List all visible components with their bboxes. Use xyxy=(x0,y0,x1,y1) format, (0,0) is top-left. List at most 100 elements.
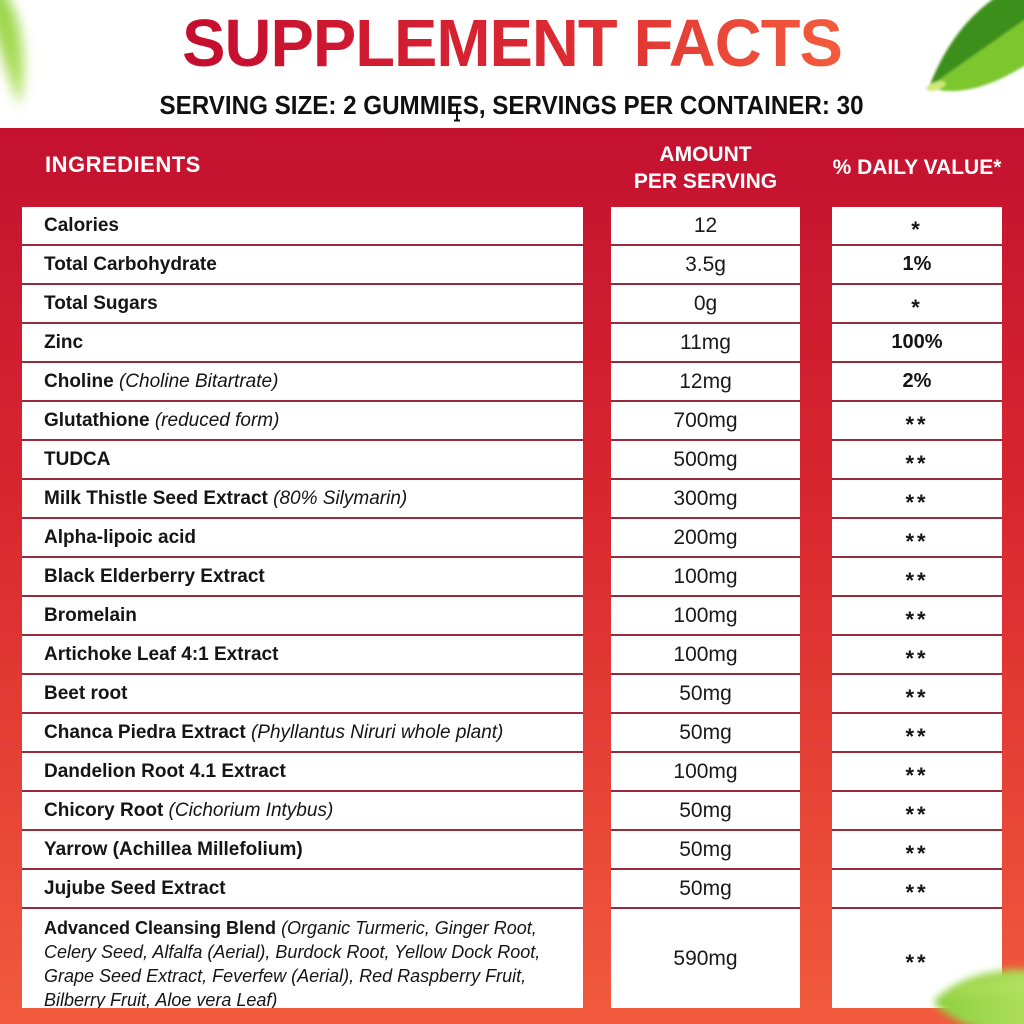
col-header-amount-line1: AMOUNT xyxy=(659,143,752,166)
ingredient-cell: Choline (Choline Bitartrate) xyxy=(22,363,583,402)
col-header-ingredients: INGREDIENTS xyxy=(45,152,201,177)
daily-value-cell: ** xyxy=(832,402,1002,441)
col-header-amount: AMOUNT PER SERVING xyxy=(611,141,800,195)
ingredient-cell: Beet root xyxy=(22,675,583,714)
ingredient-name: Total Sugars xyxy=(44,293,158,314)
amount-cell: 500mg xyxy=(611,441,800,480)
ingredient-name: Jujube Seed Extract xyxy=(44,878,226,899)
ingredient-cell: Chicory Root (Cichorium Intybus) xyxy=(22,792,583,831)
daily-value-cell: ** xyxy=(832,519,1002,558)
daily-value-cell: ** xyxy=(832,558,1002,597)
ingredient-detail: (Cichorium Intybus) xyxy=(163,800,334,821)
amount-cell: 50mg xyxy=(611,792,800,831)
daily-value-text: ** xyxy=(905,528,929,554)
ingredient-cell: Dandelion Root 4.1 Extract xyxy=(22,753,583,792)
ingredient-name: Choline xyxy=(44,371,114,392)
amount-cell: 50mg xyxy=(611,831,800,870)
ingredient-detail: (Organic Turmeric, Ginger Root, Celery S… xyxy=(44,918,541,1008)
ingredient-cell: Bromelain xyxy=(22,597,583,636)
ingredient-name: Glutathione xyxy=(44,410,150,431)
ingredient-cell: TUDCA xyxy=(22,441,583,480)
daily-value-cell: * xyxy=(832,207,1002,246)
amount-cell: 50mg xyxy=(611,675,800,714)
ingredient-detail: (Choline Bitartrate) xyxy=(113,371,279,392)
ingredient-detail: (reduced form) xyxy=(149,410,280,431)
amount-cell: 300mg xyxy=(611,480,800,519)
amount-cell: 0g xyxy=(611,285,800,324)
amount-cell: 100mg xyxy=(611,597,800,636)
daily-value-text: ** xyxy=(905,801,929,827)
ingredient-cell: Black Elderberry Extract xyxy=(22,558,583,597)
label-header: SUPPLEMENT FACTS SERVING SIZE: 2 GUMMIES… xyxy=(0,0,1024,128)
amount-cell: 50mg xyxy=(611,714,800,753)
daily-value-text: 100% xyxy=(891,331,943,353)
daily-value-cell: ** xyxy=(832,870,1002,909)
page-title: SUPPLEMENT FACTS xyxy=(15,4,1008,84)
amount-cell: 100mg xyxy=(611,753,800,792)
amount-cell: 100mg xyxy=(611,558,800,597)
ingredients-column: Calories Total Carbohydrate Total Sugars Zi… xyxy=(22,207,583,1008)
amount-cell: 3.5g xyxy=(611,246,800,285)
ingredient-name: Chicory Root xyxy=(44,800,164,821)
daily-value-text: ** xyxy=(905,567,929,593)
daily-value-cell: ** xyxy=(832,675,1002,714)
daily-value-cell: ** xyxy=(832,714,1002,753)
ingredient-name: Artichoke Leaf 4:1 Extract xyxy=(44,644,279,665)
ingredient-name: Calories xyxy=(44,215,119,236)
daily-value-text: * xyxy=(911,216,923,242)
daily-value-text: ** xyxy=(905,723,929,749)
ingredient-detail: (Phyllantus Niruri whole plant) xyxy=(245,722,504,743)
col-header-amount-line2: PER SERVING xyxy=(633,170,778,193)
ingredient-cell: Alpha-lipoic acid xyxy=(22,519,583,558)
daily-value-cell: ** xyxy=(832,480,1002,519)
daily-value-cell: 2% xyxy=(832,363,1002,402)
text-cursor-icon xyxy=(454,103,460,122)
daily-value-text: ** xyxy=(905,840,929,866)
daily-value-cell: 100% xyxy=(832,324,1002,363)
ingredient-cell: Total Sugars xyxy=(22,285,583,324)
daily-value-text: ** xyxy=(905,489,929,515)
ingredient-name: Zinc xyxy=(44,332,84,353)
daily-value-text: 1% xyxy=(902,253,932,275)
amount-cell: 12 xyxy=(611,207,800,246)
ingredient-cell: Calories xyxy=(22,207,583,246)
daily-value-cell: ** xyxy=(832,831,1002,870)
ingredient-cell: Artichoke Leaf 4:1 Extract xyxy=(22,636,583,675)
ingredient-name: Chanca Piedra Extract xyxy=(44,722,246,743)
ingredient-cell: Jujube Seed Extract xyxy=(22,870,583,909)
daily-value-cell: ** xyxy=(832,636,1002,675)
ingredient-name: Total Carbohydrate xyxy=(44,254,217,275)
amount-cell: 200mg xyxy=(611,519,800,558)
daily-value-text: ** xyxy=(905,645,929,671)
col-header-daily-value: % DAILY VALUE* xyxy=(832,156,1002,179)
daily-value-text: ** xyxy=(905,411,929,437)
ingredient-name: Advanced Cleansing Blend xyxy=(44,918,277,938)
ingredient-cell: Glutathione (reduced form) xyxy=(22,402,583,441)
ingredient-cell: Advanced Cleansing Blend (Organic Turmer… xyxy=(22,909,583,1008)
ingredient-name: TUDCA xyxy=(44,449,111,470)
daily-value-text: ** xyxy=(905,606,929,632)
daily-value-text: 2% xyxy=(902,370,932,392)
amount-cell: 12mg xyxy=(611,363,800,402)
serving-info-text: SERVING SIZE: 2 GUMMIES, SERVINGS PER CO… xyxy=(159,90,865,120)
ingredient-cell: Zinc xyxy=(22,324,583,363)
ingredient-cell: Milk Thistle Seed Extract (80% Silymarin… xyxy=(22,480,583,519)
ingredient-cell: Yarrow (Achillea Millefolium) xyxy=(22,831,583,870)
ingredient-cell: Chanca Piedra Extract (Phyllantus Niruri… xyxy=(22,714,583,753)
serving-info: SERVING SIZE: 2 GUMMIES, SERVINGS PER CO… xyxy=(0,90,1024,121)
daily-value-cell: ** xyxy=(832,909,1002,1008)
ingredient-name: Black Elderberry Extract xyxy=(44,566,265,587)
ingredient-detail: (80% Silymarin) xyxy=(267,488,408,509)
daily-value-cell: ** xyxy=(832,441,1002,480)
daily-value-column: * 1% * 100% 2% ** ** ** ** ** ** ** ** ** ** ** ** ** ** xyxy=(832,207,1002,1008)
ingredient-name: Milk Thistle Seed Extract xyxy=(44,488,268,509)
daily-value-cell: * xyxy=(832,285,1002,324)
ingredient-name: Yarrow (Achillea Millefolium) xyxy=(44,839,303,860)
amount-cell: 100mg xyxy=(611,636,800,675)
ingredient-cell: Total Carbohydrate xyxy=(22,246,583,285)
ingredient-name: Alpha-lipoic acid xyxy=(44,527,197,548)
daily-value-text: ** xyxy=(905,949,929,975)
amount-column: 12 3.5g 0g 11mg 12mg 700mg 500mg 300mg 200mg 100m… xyxy=(611,207,800,1008)
ingredient-name: Bromelain xyxy=(44,605,137,626)
